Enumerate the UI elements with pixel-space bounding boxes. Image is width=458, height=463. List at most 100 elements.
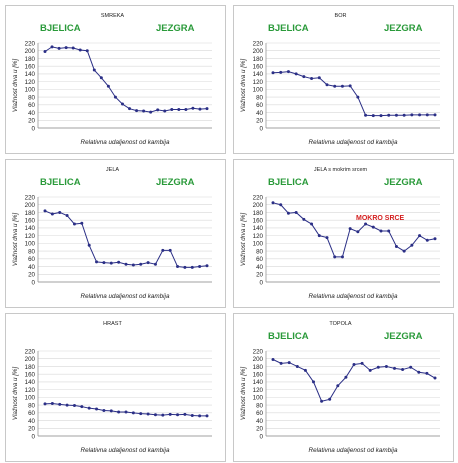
bjelica-label: BJELICA: [268, 23, 309, 34]
data-point: [433, 376, 437, 380]
data-point: [198, 414, 202, 418]
data-point: [340, 255, 344, 259]
data-point: [146, 412, 150, 416]
data-point: [205, 107, 209, 111]
data-point: [170, 107, 174, 111]
y-tick-label: 80: [256, 402, 263, 409]
data-point: [50, 402, 54, 406]
y-tick-label: 160: [253, 63, 264, 70]
y-tick-label: 140: [253, 71, 264, 78]
y-tick-label: 200: [253, 356, 264, 363]
data-point: [117, 260, 121, 264]
data-point: [43, 209, 47, 213]
data-point: [163, 109, 167, 113]
data-point: [183, 265, 187, 269]
chart-title: JELA s mokrim srcem: [314, 167, 368, 173]
y-tick-label: 20: [256, 272, 263, 279]
data-point: [205, 264, 209, 268]
data-point: [184, 107, 188, 111]
series-line: [44, 403, 207, 417]
data-point: [153, 262, 157, 266]
data-point: [402, 113, 406, 117]
data-point: [371, 225, 375, 229]
data-point: [401, 368, 405, 372]
data-point: [320, 399, 324, 403]
y-tick-label: 180: [25, 56, 36, 63]
y-tick-label: 140: [253, 379, 264, 386]
data-point: [190, 414, 194, 418]
data-point: [153, 413, 157, 417]
data-point: [356, 230, 360, 234]
y-tick-label: 200: [253, 202, 264, 209]
y-tick-label: 80: [28, 248, 35, 255]
y-axis-title: Vlažnost drva u [%]: [12, 59, 19, 113]
data-point: [102, 261, 106, 265]
y-tick-label: 0: [260, 433, 264, 440]
y-tick-label: 120: [25, 233, 36, 240]
data-point: [124, 262, 128, 266]
jezgra-label: JEZGRA: [156, 177, 195, 188]
data-point: [317, 234, 321, 238]
y-tick-label: 20: [28, 118, 35, 125]
data-point: [303, 368, 307, 372]
y-tick-label: 20: [28, 426, 35, 433]
data-point: [80, 221, 84, 225]
data-point: [356, 95, 360, 99]
data-point: [371, 114, 375, 118]
data-point: [379, 114, 383, 118]
y-axis-title: Vlažnost drva u [%]: [240, 213, 247, 267]
data-point: [333, 255, 337, 259]
data-point: [156, 108, 160, 112]
data-point: [176, 265, 180, 269]
data-point: [117, 410, 121, 414]
data-point: [176, 413, 180, 417]
data-point: [190, 265, 194, 269]
y-tick-label: 120: [25, 387, 36, 394]
y-tick-label: 220: [25, 194, 36, 201]
y-tick-label: 0: [260, 125, 264, 132]
jezgra-label: JEZGRA: [384, 177, 423, 188]
data-point: [376, 365, 380, 369]
y-tick-label: 80: [256, 248, 263, 255]
data-point: [393, 366, 396, 370]
data-point: [198, 265, 202, 269]
data-point: [191, 106, 195, 110]
y-tick-label: 180: [253, 364, 264, 371]
y-tick-label: 140: [25, 379, 36, 386]
data-point: [302, 75, 306, 79]
data-point: [139, 262, 143, 266]
data-point: [425, 371, 429, 375]
y-tick-label: 100: [25, 395, 36, 402]
y-tick-label: 60: [256, 102, 263, 109]
y-tick-label: 180: [25, 210, 36, 217]
x-axis-title: Relativna udaljenost od kambija: [81, 293, 170, 300]
data-point: [286, 70, 290, 74]
y-tick-label: 220: [253, 348, 264, 355]
data-point: [340, 84, 344, 88]
data-point: [65, 403, 69, 407]
data-point: [364, 222, 368, 226]
data-point: [131, 263, 135, 267]
y-tick-label: 40: [256, 418, 263, 425]
data-point: [333, 84, 337, 88]
data-point: [287, 361, 291, 365]
data-point: [95, 260, 99, 264]
data-point: [295, 364, 299, 368]
data-point: [271, 201, 275, 205]
y-tick-label: 160: [25, 371, 36, 378]
data-point: [294, 210, 298, 214]
data-point: [99, 76, 103, 80]
y-tick-label: 160: [253, 217, 264, 224]
data-point: [50, 212, 54, 216]
data-point: [71, 46, 75, 50]
data-point: [394, 113, 398, 117]
data-point: [113, 95, 117, 99]
chart-title: HRAST: [103, 321, 122, 327]
data-point: [360, 361, 364, 365]
data-point: [279, 203, 283, 207]
data-point: [387, 229, 391, 233]
y-tick-label: 140: [25, 71, 36, 78]
y-tick-label: 60: [256, 410, 263, 417]
